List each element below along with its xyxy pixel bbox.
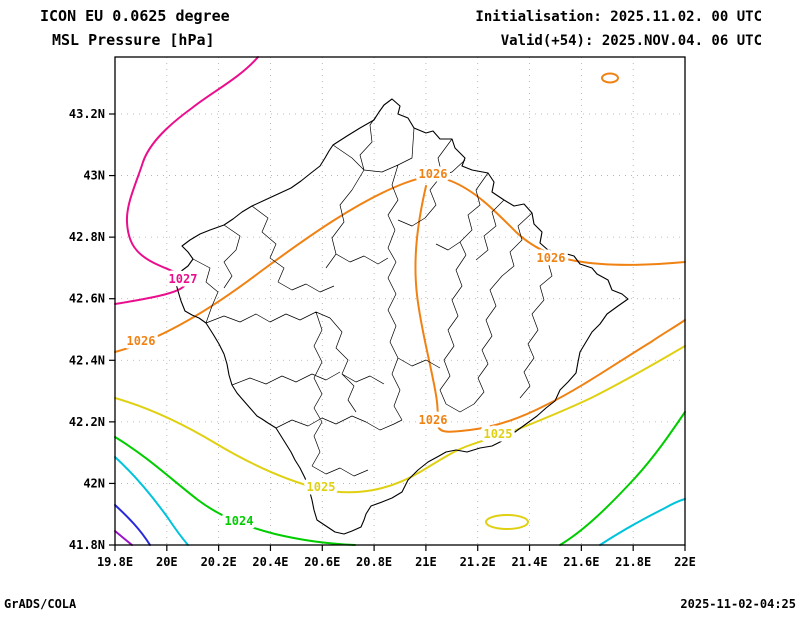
contour-label: 1026 [127,334,156,348]
y-tick-label: 42N [83,476,105,490]
credit-text: GrADS/COLA [4,597,77,611]
contour-label-halo: 1026 [537,251,566,265]
y-tick-label: 42.2N [69,415,105,429]
x-tick-label: 22E [674,555,696,569]
contour-label: 1027 [169,272,198,286]
x-tick-label: 21.8E [615,555,651,569]
kosovo-border [174,98,629,535]
x-tick-label: 19.8E [97,555,133,569]
generation-timestamp: 2025-11-02-04:25 [680,597,796,611]
x-tick-label: 20E [156,555,178,569]
y-tick-label: 41.8N [69,538,105,552]
contour-label: 1026 [537,251,566,265]
y-tick-label: 43.2N [69,107,105,121]
contour-label: 1026 [419,413,448,427]
valid-time: Valid(+54): 2025.NOV.04. 06 UTC [501,33,762,49]
x-tick-label: 20.6E [304,555,340,569]
contour-label-halo: 1026 [419,413,448,427]
x-tick-label: 21.4E [511,555,547,569]
x-tick-label: 20.4E [252,555,288,569]
contour-1026-trough [414,185,686,433]
contour-label-halo: 1025 [307,480,336,494]
x-tick-label: 20.8E [356,555,392,569]
contour-1023-line-west [114,456,189,546]
y-tick-label: 42.4N [69,353,105,367]
y-tick-label: 42.6N [69,292,105,306]
municipal-boundaries [192,104,561,477]
contour-1027-line [114,56,259,305]
contour-label: 1026 [419,167,448,181]
contour-label-halo: 1026 [127,334,156,348]
contour-1022-line [114,504,151,546]
contour-1025-closed-low [485,514,529,530]
contour-1025-line [114,345,686,494]
y-tick-label: 43N [83,169,105,183]
field-title: MSL Pressure [hPa] [52,31,215,49]
y-tick-label: 42.8N [69,230,105,244]
x-tick-label: 21.6E [563,555,599,569]
axis-ticks: 19.8E 20E 20.2E 20.4E 20.6E 20.8E 21E 21.2E 21.4… [69,107,696,569]
gridlines [115,57,685,545]
contour-label-halo: 1024 [225,514,254,528]
contour-1026-arc [114,176,686,353]
contour-lines [114,56,686,546]
contour-label: 1024 [225,514,254,528]
model-title: ICON EU 0.0625 degree [40,7,230,25]
init-time: Initialisation: 2025.11.02. 00 UTC [475,9,762,25]
contour-labels: 1027102710261026102610261026102610261026… [123,164,569,532]
contour-1024-line-west [114,436,356,546]
contour-label-halo: 1025 [484,427,513,441]
x-tick-label: 20.2E [201,555,237,569]
contour-label-halo: 1026 [419,167,448,181]
x-tick-label: 21.2E [460,555,496,569]
contour-label: 1025 [307,480,336,494]
contour-1023-line-east [599,498,686,546]
contour-1021-line [114,530,133,546]
x-tick-label: 21E [415,555,437,569]
plot-frame [114,56,686,546]
contour-1026-closed-high [601,72,619,84]
contour-label-halo: 1027 [169,272,198,286]
contour-1024-line-east [559,411,686,546]
contour-label: 1025 [484,427,513,441]
